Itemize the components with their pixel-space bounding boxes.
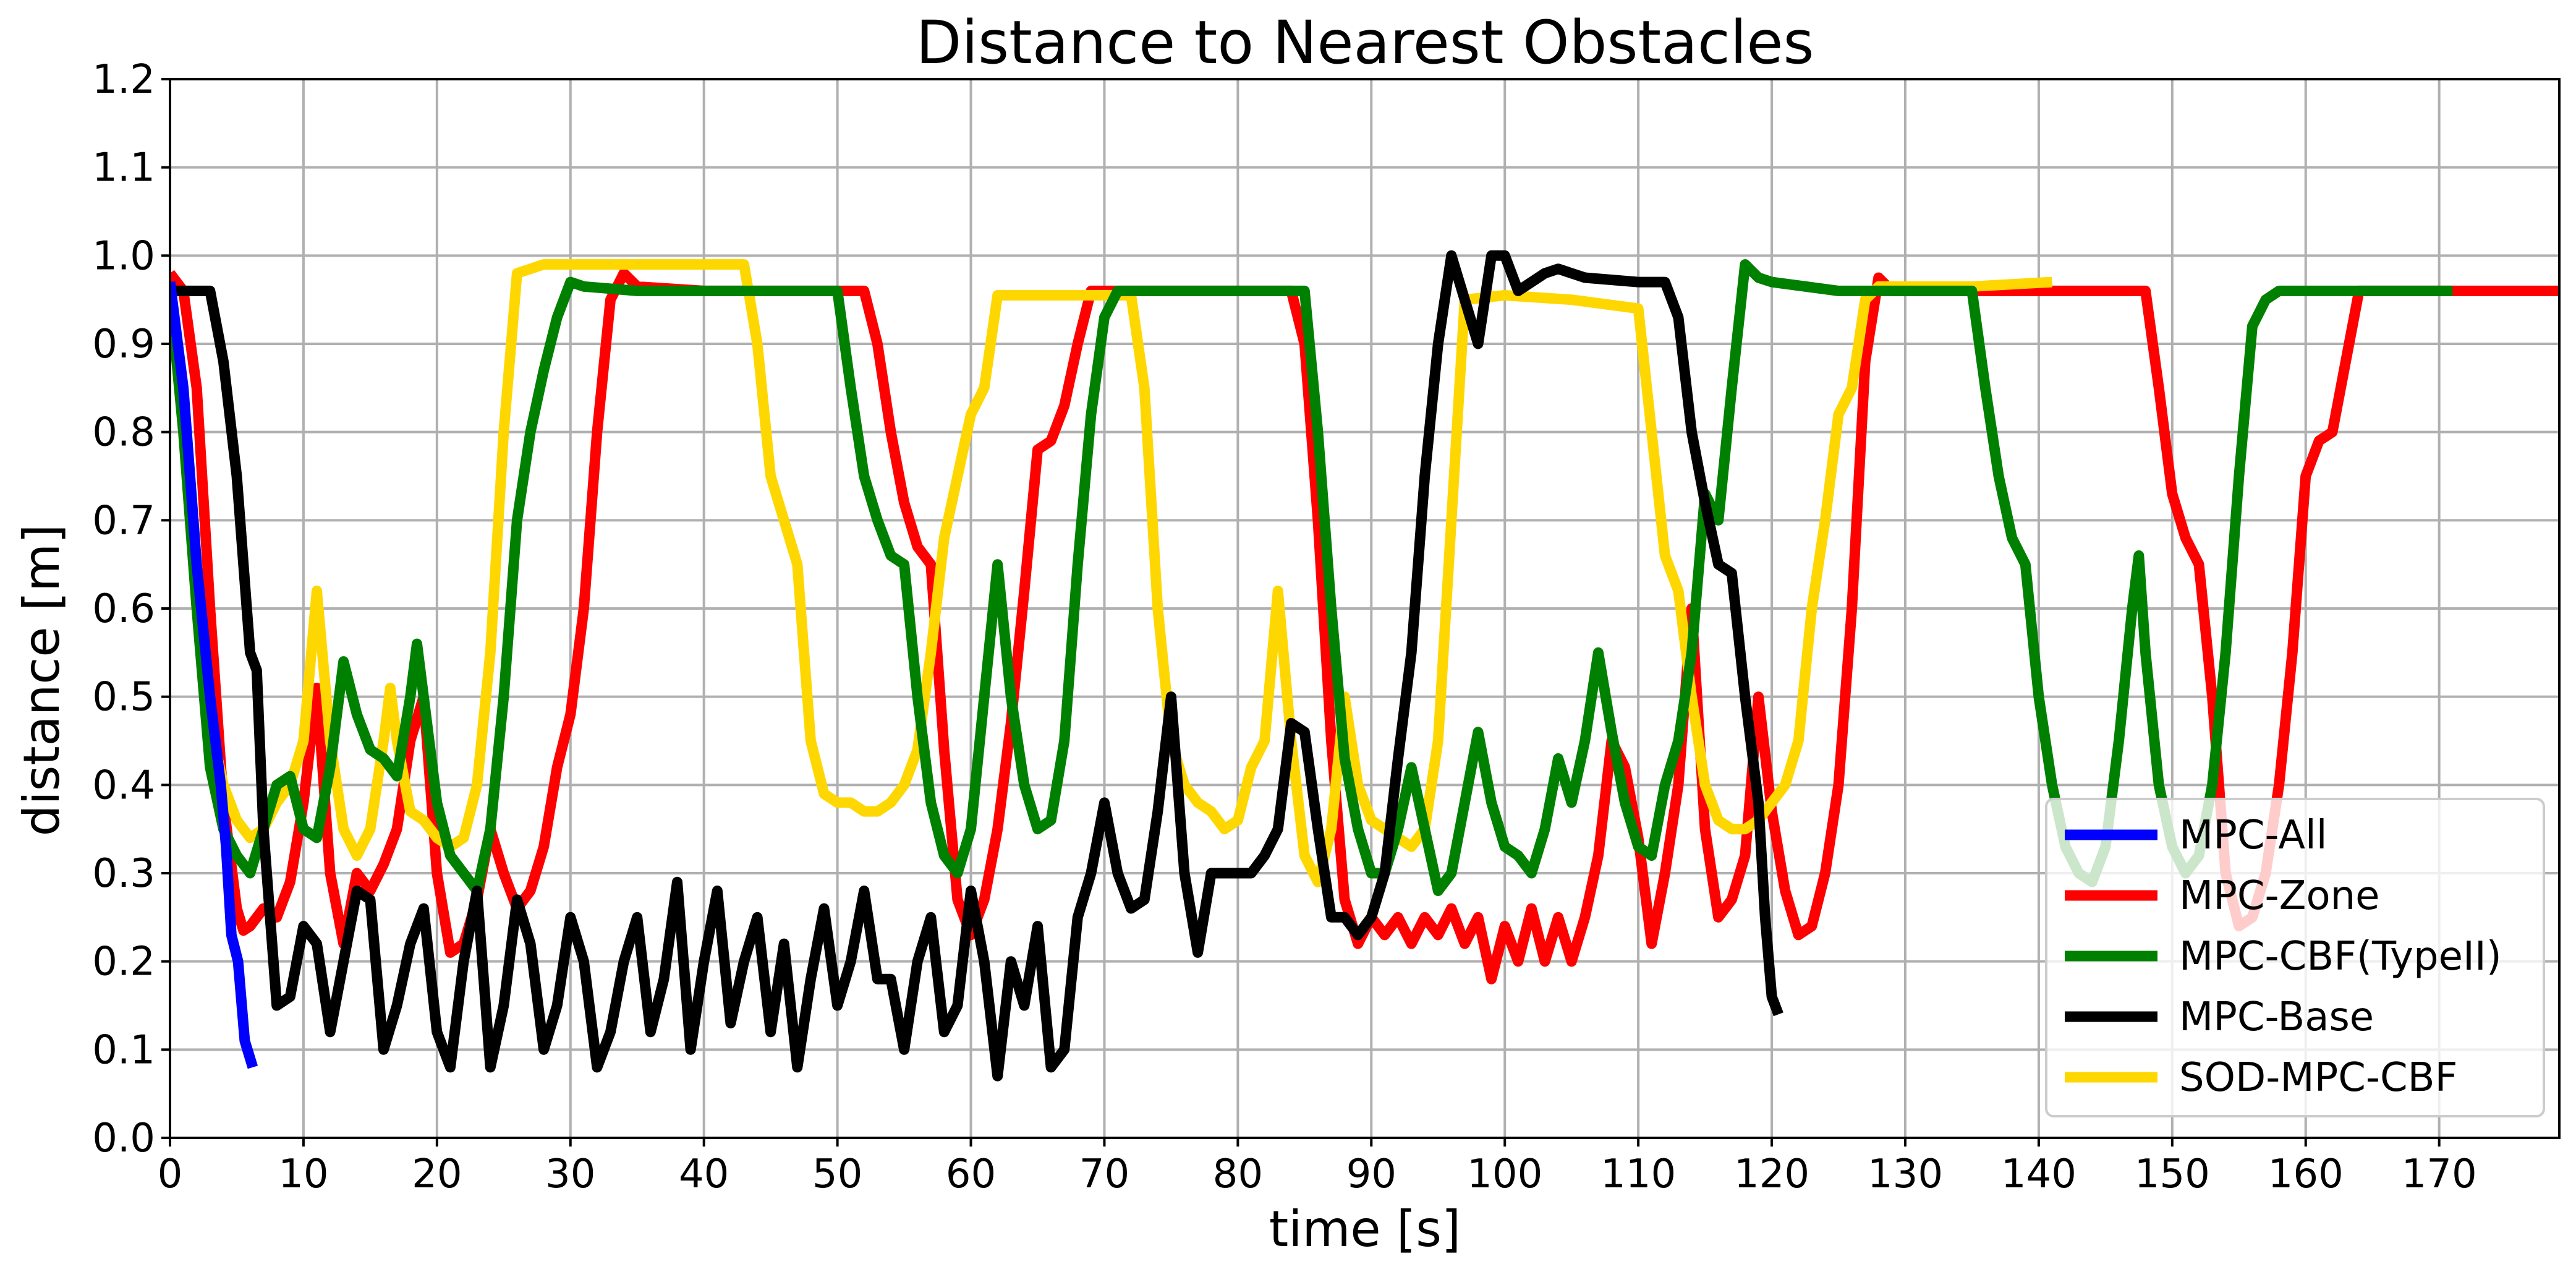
series-group <box>170 250 2559 1082</box>
y-tick-label: 0.6 <box>92 586 155 632</box>
y-tick-label: 0.3 <box>92 851 155 897</box>
y-axis-ticks: 0.0 0.1 0.2 0.3 0.4 0.5 0.6 0.7 0.8 0.9 1.0 1.1 1.2 <box>92 57 170 1161</box>
x-tick-label: 60 <box>946 1151 996 1197</box>
x-tick-label: 160 <box>2268 1151 2344 1197</box>
y-tick-label: 0.5 <box>92 675 155 720</box>
y-tick-label: 0.8 <box>92 410 155 456</box>
x-tick-label: 80 <box>1213 1151 1263 1197</box>
y-tick-label: 1.0 <box>92 233 155 279</box>
legend-label: MPC-All <box>2179 813 2327 858</box>
legend-box <box>2045 798 2545 1117</box>
x-tick-label: 150 <box>2135 1151 2210 1197</box>
chart-title: Distance to Nearest Obstacles <box>916 8 1814 77</box>
x-tick-label: 70 <box>1079 1151 1129 1197</box>
x-tick-label: 120 <box>1734 1151 1809 1197</box>
x-axis-ticks: 0 10 20 30 40 50 60 70 80 90 100 110 120 130 140 150 160… <box>158 1138 2477 1197</box>
x-tick-label: 30 <box>545 1151 595 1197</box>
x-tick-label: 10 <box>278 1151 328 1197</box>
legend-label: MPC-CBF(TypeII) <box>2179 934 2502 980</box>
y-tick-label: 0.7 <box>92 498 155 544</box>
x-tick-label: 40 <box>679 1151 729 1197</box>
x-tick-label: 100 <box>1467 1151 1542 1197</box>
y-tick-label: 0.4 <box>92 762 155 808</box>
legend-label: MPC-Zone <box>2179 873 2380 919</box>
x-tick-label: 90 <box>1346 1151 1396 1197</box>
y-tick-label: 0.2 <box>92 939 155 985</box>
x-tick-label: 140 <box>2001 1151 2077 1197</box>
series-line-mpc-all <box>170 281 258 1069</box>
y-tick-label: 0.9 <box>92 322 155 367</box>
x-tick-label: 110 <box>1600 1151 1676 1197</box>
x-tick-label: 170 <box>2402 1151 2477 1197</box>
legend-label: MPC-Base <box>2179 994 2374 1040</box>
y-tick-label: 1.2 <box>92 57 155 103</box>
y-tick-label: 1.1 <box>92 145 155 191</box>
legend-label: SOD-MPC-CBF <box>2179 1055 2457 1101</box>
y-tick-label: 0.0 <box>92 1116 155 1161</box>
x-tick-label: 0 <box>158 1151 183 1197</box>
legend: MPC-All MPC-Zone MPC-CBF(TypeII) MPC-Base SO… <box>2045 798 2545 1117</box>
x-tick-label: 50 <box>812 1151 862 1197</box>
x-axis-label: time [s] <box>1269 1200 1461 1258</box>
x-tick-label: 130 <box>1868 1151 1943 1197</box>
series-line-mpc-cbf-typeii <box>170 259 2453 896</box>
series-line-mpc-base <box>170 250 1783 1082</box>
y-axis-label: distance [m] <box>13 524 70 837</box>
y-tick-label: 0.1 <box>92 1027 155 1073</box>
x-tick-label: 20 <box>412 1151 462 1197</box>
